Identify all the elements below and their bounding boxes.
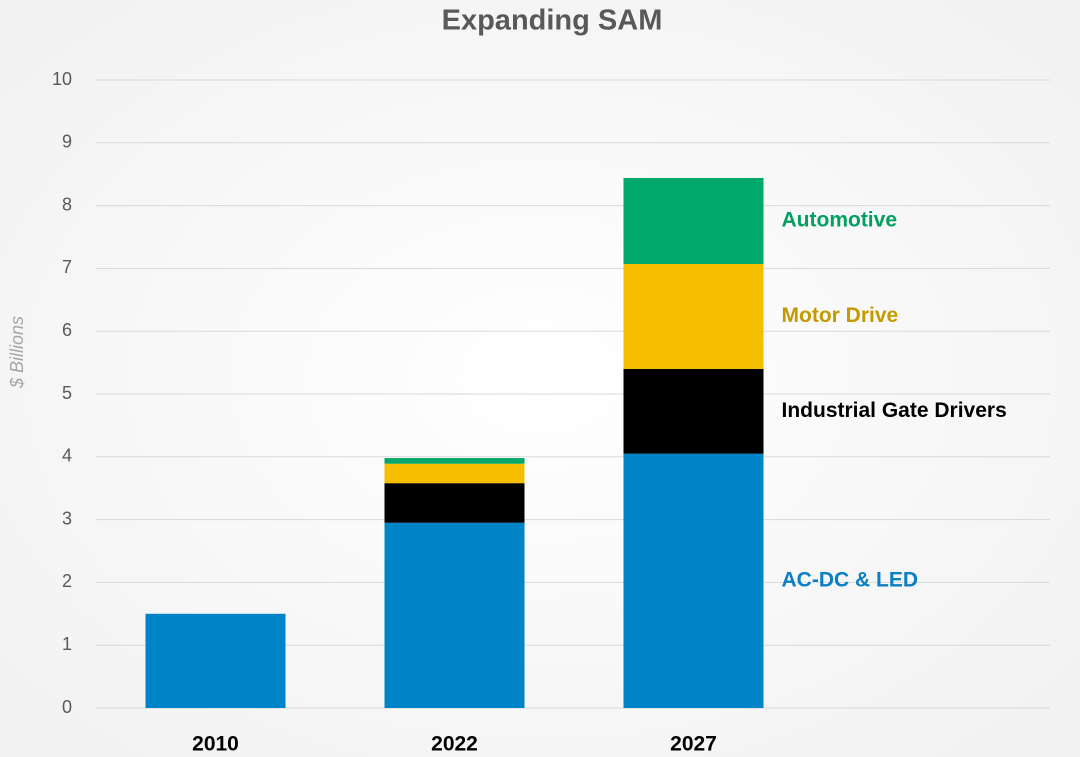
x-tick-label: 2027 bbox=[670, 733, 717, 756]
bar-segment bbox=[623, 368, 764, 454]
series-label: AC-DC & LED bbox=[782, 568, 919, 591]
x-tick-label: 2022 bbox=[431, 733, 478, 756]
y-tick-label: 7 bbox=[62, 257, 72, 277]
y-tick-label: 5 bbox=[62, 383, 72, 403]
bar-segment bbox=[623, 177, 764, 265]
bar-segment bbox=[384, 522, 525, 708]
y-tick-label: 4 bbox=[62, 446, 72, 466]
bar-segment bbox=[623, 453, 764, 708]
y-tick-label: 9 bbox=[62, 132, 72, 152]
y-tick-label: 6 bbox=[62, 320, 72, 340]
series-label: Motor Drive bbox=[782, 304, 899, 327]
x-tick-label: 2010 bbox=[192, 733, 239, 756]
chart-title: Expanding SAM bbox=[442, 5, 663, 37]
y-tick-label: 3 bbox=[62, 508, 72, 528]
y-tick-label: 8 bbox=[62, 194, 72, 214]
y-tick-label: 10 bbox=[52, 69, 72, 89]
bar-segment bbox=[623, 264, 764, 369]
series-label: Industrial Gate Drivers bbox=[782, 399, 1007, 422]
y-axis-label: $ Billions bbox=[7, 316, 27, 389]
bar-segment bbox=[384, 463, 525, 484]
bar-segment bbox=[384, 458, 525, 464]
bar-segment bbox=[145, 613, 286, 708]
y-tick-label: 1 bbox=[62, 634, 72, 654]
series-label: Automotive bbox=[782, 209, 898, 232]
y-tick-label: 2 bbox=[62, 571, 72, 591]
y-tick-label: 0 bbox=[62, 697, 72, 717]
bar-segment bbox=[384, 483, 525, 523]
